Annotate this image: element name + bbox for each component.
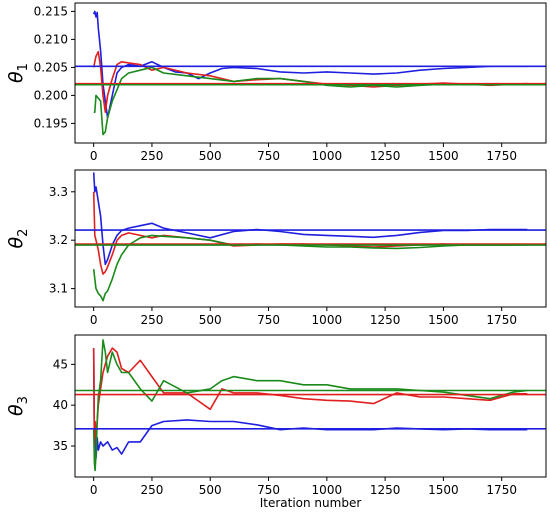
x-tick: 0: [90, 477, 98, 497]
x-tick-label: 250: [140, 313, 163, 327]
series-line-3: [92, 339, 528, 472]
y-axis-symbol: θ: [5, 404, 27, 416]
y-axis-subscript: 1: [16, 63, 31, 71]
x-tick-label: 0: [90, 149, 98, 163]
y-tick: 3.3: [49, 185, 75, 199]
y-tick: 40: [53, 398, 75, 412]
x-tick: 500: [199, 143, 222, 163]
x-tick-label: 1250: [370, 313, 401, 327]
x-tick: 1250: [370, 143, 401, 163]
axes-frame: [74, 2, 547, 144]
panel-1-data: [75, 10, 546, 136]
series-line-1: [92, 348, 528, 460]
x-tick: 1750: [486, 477, 517, 497]
y-tick-label: 0.200: [34, 88, 68, 102]
x-tick: 250: [140, 307, 163, 327]
y-tick-label: 45: [53, 357, 68, 371]
series-line-2: [92, 347, 528, 447]
x-tick: 1750: [486, 143, 517, 163]
panel-3: 0 250 500 750 1000 1250 1500 1750 35 40 45 θ3 Iterat…: [5, 334, 547, 510]
x-tick: 250: [140, 477, 163, 497]
axes-frame: [74, 169, 547, 308]
x-tick-label: 1500: [428, 313, 459, 327]
x-axis-label: Iteration number: [260, 496, 362, 510]
y-axis-subscript: 2: [16, 229, 31, 237]
x-tick-label: 500: [199, 483, 222, 497]
series-line-3: [92, 234, 528, 302]
y-tick-label: 0.195: [34, 116, 68, 130]
x-tick: 750: [257, 307, 280, 327]
y-tick-label: 3.3: [49, 185, 68, 199]
x-tick: 1250: [370, 477, 401, 497]
x-tick-label: 1750: [486, 149, 517, 163]
x-tick-label: 1250: [370, 149, 401, 163]
y-axis-subscript: 3: [16, 396, 31, 404]
x-tick-label: 0: [90, 483, 98, 497]
y-axis-label: θ2: [5, 229, 31, 249]
y-axis-label: θ3: [5, 396, 31, 416]
x-tick-label: 1250: [370, 483, 401, 497]
y-tick: 0.205: [34, 60, 75, 74]
x-tick: 500: [199, 307, 222, 327]
y-tick-label: 0.210: [34, 32, 68, 46]
x-tick-label: 1500: [428, 149, 459, 163]
y-tick-label: 3.2: [49, 233, 68, 247]
x-tick: 1750: [486, 307, 517, 327]
y-tick: 0.215: [34, 4, 75, 18]
series-line-3: [93, 66, 528, 136]
x-tick: 0: [90, 143, 98, 163]
panel-1: 0 250 500 750 1000 1250 1500 1750 0.195 0.200 0.20…: [5, 2, 547, 163]
x-tick-label: 1000: [312, 313, 343, 327]
x-tick-label: 1750: [486, 483, 517, 497]
panel-3-data: [75, 339, 546, 472]
x-tick: 250: [140, 143, 163, 163]
x-tick: 1500: [428, 477, 459, 497]
panel-2-data: [75, 172, 546, 302]
y-tick-label: 35: [53, 439, 68, 453]
y-axis-label: θ1: [5, 63, 31, 83]
y-tick-label: 40: [53, 398, 68, 412]
y-axis-symbol: θ: [5, 71, 27, 83]
x-tick-label: 750: [257, 313, 280, 327]
y-tick-label: 0.205: [34, 60, 68, 74]
x-tick: 1000: [312, 143, 343, 163]
y-tick-label: 0.215: [34, 4, 68, 18]
x-tick-label: 250: [140, 483, 163, 497]
series-line-1: [92, 10, 528, 119]
x-tick-label: 0: [90, 313, 98, 327]
x-tick-label: 750: [257, 149, 280, 163]
x-tick: 500: [199, 477, 222, 497]
x-tick-label: 1000: [312, 149, 343, 163]
x-tick: 1500: [428, 143, 459, 163]
y-axis-symbol: θ: [5, 236, 27, 248]
x-tick-label: 1750: [486, 313, 517, 327]
x-tick: 1250: [370, 307, 401, 327]
y-tick: 35: [53, 439, 75, 453]
x-tick-label: 1000: [312, 483, 343, 497]
x-tick-label: 250: [140, 149, 163, 163]
x-tick-label: 1500: [428, 483, 459, 497]
y-tick: 45: [53, 357, 75, 371]
panel-2: 0 250 500 750 1000 1250 1500 1750 3.1 3.2 3.3 θ2: [5, 169, 547, 327]
y-tick: 3.1: [49, 282, 75, 296]
y-tick: 0.210: [34, 32, 75, 46]
x-tick: 750: [257, 477, 280, 497]
y-tick: 0.200: [34, 88, 75, 102]
y-tick-label: 3.1: [49, 282, 68, 296]
x-tick: 1500: [428, 307, 459, 327]
x-tick: 750: [257, 143, 280, 163]
x-tick-label: 500: [199, 313, 222, 327]
x-tick: 1000: [312, 307, 343, 327]
y-tick: 3.2: [49, 233, 75, 247]
x-tick-label: 500: [199, 149, 222, 163]
axes-frame: [74, 334, 547, 478]
x-tick-label: 750: [257, 483, 280, 497]
series-line-2: [92, 191, 528, 275]
x-tick: 0: [90, 307, 98, 327]
series-line-1: [92, 172, 528, 266]
y-tick: 0.195: [34, 116, 75, 130]
x-tick: 1000: [312, 477, 343, 497]
